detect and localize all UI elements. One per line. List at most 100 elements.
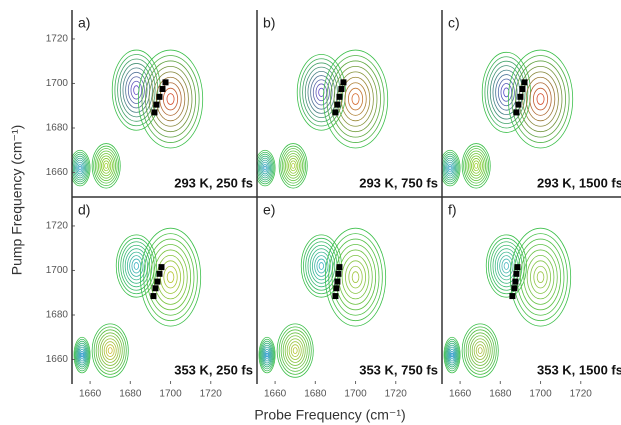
contour-line [281,148,305,184]
contour-line [309,248,333,284]
contour-line [530,260,551,294]
x-tick-label: 1660 [79,389,102,400]
contour-line [263,348,271,362]
annotation: 293 K, 750 fs [359,175,438,190]
marker [511,285,518,292]
contour-line [103,341,117,360]
contour-line [471,338,489,363]
contour-line [129,255,144,277]
marker [156,93,163,100]
contour-line [526,254,555,300]
panel-label: a) [78,15,90,31]
contour-line [463,145,490,187]
contour-line [503,262,509,270]
contour-line [485,234,527,298]
contour-line [461,323,499,378]
contour-line [264,350,270,360]
marker [152,285,159,292]
contour-line [532,87,549,111]
y-tick-label: 1700 [46,78,69,89]
x-tick-label: 1700 [529,389,552,400]
contour-line [444,157,457,179]
marker [514,264,521,271]
contour-line [96,150,116,182]
contour-line [265,352,269,358]
y-tick-label: 1680 [46,310,69,321]
contour-line [490,241,523,291]
contour-line [163,265,178,289]
marker [153,101,160,108]
contour-line [155,76,186,122]
marker [334,101,341,108]
contour-line [499,255,514,277]
contour-line [257,151,275,185]
annotation: 293 K, 250 fs [174,175,253,190]
panel-label: e) [263,202,275,218]
contour-line [302,62,341,123]
panel [72,10,257,197]
contour-line [291,162,296,169]
contour-line [338,249,373,305]
contour-line [75,340,89,370]
contour-line [446,342,458,368]
contour-line [261,342,273,368]
marker [150,293,157,300]
x-tick-label: 1680 [119,389,142,400]
contour-line [74,338,90,372]
contour-line [464,148,488,184]
x-axis-label: Probe Frequency (cm⁻¹) [254,407,405,423]
contour-line [94,148,118,184]
panel [442,197,621,384]
contour-line [153,249,188,305]
contour-line [474,162,479,169]
contour-line [78,165,82,171]
contour-line [520,244,562,311]
contour-line [536,271,545,283]
contour-line [95,329,125,372]
annotation: 353 K, 750 fs [359,362,438,377]
contour-line [260,159,270,177]
panel-background [257,10,442,197]
panel [442,10,621,197]
contour-line [105,344,115,357]
contour-line [77,163,83,173]
contour-line [75,159,85,177]
contour-line [450,352,454,358]
contour-line [259,338,275,372]
x-tick-label: 1700 [344,389,367,400]
x-tick-label: 1680 [304,389,327,400]
panel-background [442,197,621,384]
x-tick-label: 1660 [264,389,287,400]
x-tick-label: 1720 [570,389,593,400]
contour-line [477,347,483,354]
contour-line [119,63,153,118]
contour-line [93,145,120,187]
contour-line [278,143,308,189]
contour-line [333,65,378,133]
contour-line [276,323,314,378]
contour-line [315,83,328,102]
contour-line [74,157,87,179]
contour-line [488,237,525,295]
contour-line [286,338,304,363]
marker [333,285,340,292]
contour-line [99,335,121,366]
contour-line [146,238,195,316]
contour-line [446,161,454,175]
marker [158,264,165,271]
contour-line [78,348,86,362]
marker [156,270,163,277]
annotation: 353 K, 1500 fs [537,362,621,377]
contour-line [292,347,298,354]
contour-line [442,149,461,187]
panel [257,10,442,197]
marker [334,278,341,285]
contour-line [156,254,185,300]
contour-line [130,80,143,100]
contour-line [503,87,510,98]
contour-line [127,76,145,104]
contour-line [330,60,381,138]
contour-line [257,149,276,187]
panel-label: f) [448,202,457,218]
